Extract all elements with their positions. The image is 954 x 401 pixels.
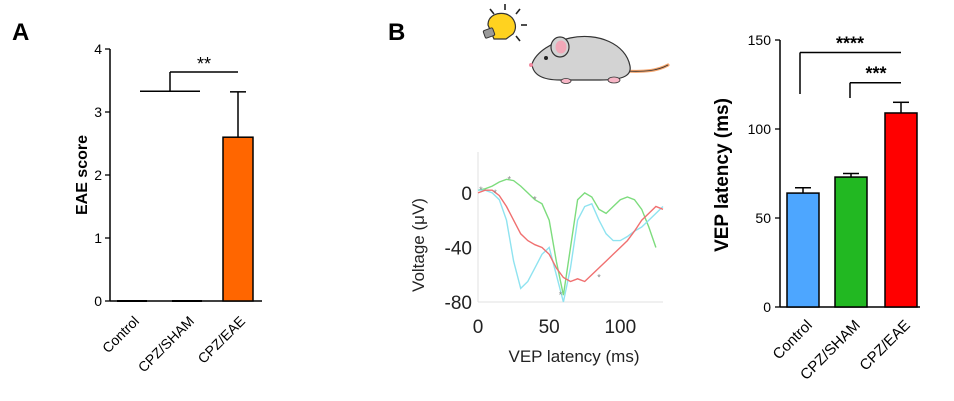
bar <box>222 136 254 302</box>
mouse-illustration <box>529 35 670 84</box>
significance-label: *** <box>865 64 886 84</box>
latency-y-tick-label: 0 <box>763 299 771 315</box>
latency-y-axis-title: VEP latency (ms) <box>712 98 733 252</box>
trace-y-tick-label: -40 <box>445 238 472 259</box>
y-tick-label: 3 <box>94 104 102 120</box>
trace-marker: * <box>597 272 601 282</box>
trace-line-red <box>477 189 664 283</box>
latency-y-tick-label: 100 <box>748 121 772 137</box>
latency-bar <box>786 192 820 308</box>
x-tick-label: CPZ/EAE <box>194 313 248 367</box>
trace-line-green <box>477 178 657 296</box>
trace-marker: * <box>479 185 483 195</box>
significance-label: **** <box>836 33 864 53</box>
x-tick-label: CPZ/SHAM <box>135 313 197 375</box>
x-tick-label: Control <box>99 313 142 356</box>
latency-x-tick-label: CPZ/EAE <box>856 317 913 374</box>
trace-marker: * <box>493 188 497 198</box>
trace-marker: * <box>508 174 512 184</box>
significance-label: ** <box>197 54 211 74</box>
trace-y-tick-label: -80 <box>445 293 472 314</box>
y-tick-label: 4 <box>94 41 102 57</box>
latency-y-tick-label: 150 <box>748 32 772 48</box>
latency-bar <box>884 112 918 308</box>
light-bulb-icon <box>482 4 527 42</box>
latency-x-tick-label: Control <box>770 317 816 363</box>
y-axis-title: EAE score <box>74 135 91 215</box>
trace-y-tick-label: 0 <box>461 184 472 205</box>
latency-bar <box>834 176 868 308</box>
trace-x-axis-title: VEP latency (ms) <box>508 347 639 366</box>
trace-x-tick-label: 50 <box>539 317 560 338</box>
trace-marker: * <box>559 290 563 300</box>
trace-x-tick-label: 100 <box>604 317 636 338</box>
y-tick-label: 2 <box>94 167 102 183</box>
latency-y-tick-label: 50 <box>755 210 771 226</box>
trace-line-cyan <box>478 189 664 303</box>
trace-y-axis-title: Voltage (μV) <box>409 198 428 292</box>
y-tick-label: 0 <box>94 293 102 309</box>
panel-label-a: A <box>12 19 29 46</box>
panel-label-b: B <box>388 19 405 46</box>
trace-marker: * <box>533 195 537 205</box>
trace-x-tick-label: 0 <box>473 317 484 338</box>
y-tick-label: 1 <box>94 230 102 246</box>
